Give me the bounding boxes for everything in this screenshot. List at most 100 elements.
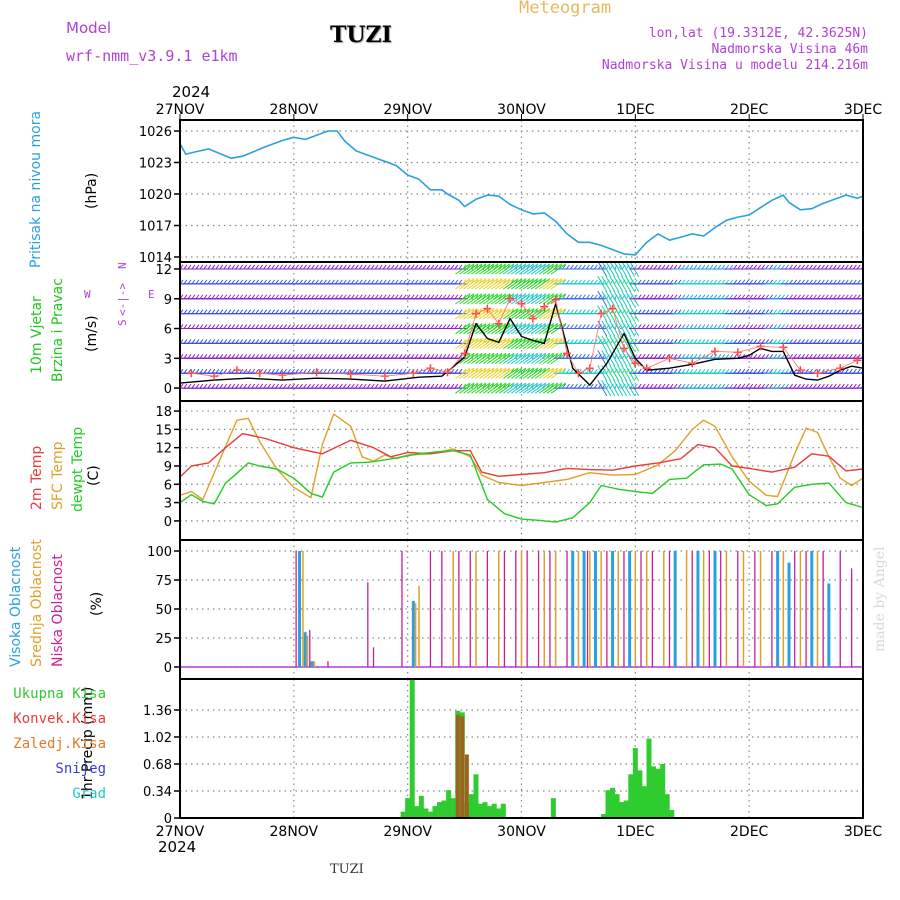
wind-barb-flag xyxy=(709,383,714,389)
wind-barb-flag xyxy=(183,383,188,389)
wind-barb-flag xyxy=(697,339,702,344)
wind-barb-flag xyxy=(653,264,658,270)
wind-barb-flag xyxy=(402,294,407,300)
wind-barb-flag xyxy=(781,294,786,300)
wind-barb-flag xyxy=(657,279,662,285)
wind-barb xyxy=(483,367,499,379)
wind-barb-flag xyxy=(777,279,782,285)
wind-barb-flag xyxy=(705,294,710,300)
wind-barb-flag xyxy=(550,264,554,270)
wind-barb-flag xyxy=(769,368,774,374)
wind-barb-flag xyxy=(821,383,825,389)
wind-barb-flag xyxy=(494,324,499,329)
wind-barb-flag xyxy=(327,383,331,389)
wind-barb-flag xyxy=(307,279,311,285)
wind-barb-flag xyxy=(358,354,363,359)
wind-barb-flag xyxy=(745,294,750,300)
wind-barb-flag xyxy=(840,309,845,314)
wind-barb-flag xyxy=(558,264,562,270)
wind-barb-flag xyxy=(406,339,411,344)
wind-barb-flag xyxy=(181,354,184,358)
wind-barb-flag xyxy=(526,354,531,359)
wind-barb-flag xyxy=(271,309,276,314)
wind-barb-flag xyxy=(725,339,730,344)
wind-barb-flag xyxy=(482,339,487,344)
wind-barb-flag xyxy=(338,324,343,329)
wind-barb xyxy=(530,308,547,320)
wind-barb-flag xyxy=(737,294,742,300)
wind-barb-flag xyxy=(721,339,726,344)
wind-barb-flag xyxy=(637,324,642,329)
wind-barb-flag xyxy=(243,383,248,389)
wind-barb-flag xyxy=(860,356,862,359)
wind-barb-flag xyxy=(418,339,423,344)
wind-barb-flag xyxy=(327,354,331,359)
wind-barb-flag xyxy=(263,339,268,344)
wind-barb-flag xyxy=(255,294,260,300)
wind-barb-flag xyxy=(307,324,311,329)
wind-barb-flag xyxy=(323,383,327,389)
wind-barb-flag xyxy=(498,309,503,314)
wind-barb-flag xyxy=(649,354,654,359)
wind-barb-flag xyxy=(677,354,682,359)
wind-barb-flag xyxy=(554,279,558,285)
wind-barb-flag xyxy=(303,368,307,374)
wind-barb-flag xyxy=(247,339,252,344)
wind-barb-flag xyxy=(689,309,694,314)
wind-barb-flag xyxy=(546,294,550,300)
wind-barb xyxy=(526,367,543,379)
wind-barb-flag xyxy=(789,354,793,359)
wind-barb-flag xyxy=(665,368,670,374)
y-tick-label: 1.02 xyxy=(143,731,172,746)
wind-barb-flag xyxy=(458,309,463,314)
wind-barb-flag xyxy=(502,294,507,300)
wind-barb-flag xyxy=(852,383,857,389)
precip-total-bar xyxy=(669,810,675,818)
wind-barb-flag xyxy=(263,383,268,389)
wind-barb-flag xyxy=(836,383,841,389)
wind-barb-flag xyxy=(829,339,833,344)
wind-barb-flag xyxy=(263,368,268,374)
wind-barb-flag xyxy=(797,354,801,359)
y-tick-label: 1020 xyxy=(139,188,172,203)
wind-barb-flag xyxy=(781,339,786,344)
wind-barb-flag xyxy=(195,279,200,285)
wind-barb-flag xyxy=(191,324,196,329)
wind-barb-flag xyxy=(181,294,184,299)
wind-barb-flag xyxy=(370,368,375,374)
wind-barb-flag xyxy=(287,339,291,344)
wind-barb-flag xyxy=(181,368,184,373)
wind-barb-flag xyxy=(307,368,311,374)
wind-barb-flag xyxy=(673,264,678,270)
wind-barb-flag xyxy=(446,264,451,270)
wind-barb-flag xyxy=(825,324,829,329)
wind-barb-flag xyxy=(761,368,766,374)
wind-barb-flag xyxy=(506,383,511,389)
wind-barb-flag xyxy=(856,294,861,300)
wind-barb-flag xyxy=(769,339,774,344)
wind-barb-flag xyxy=(478,264,483,270)
wind-barb-flag xyxy=(821,339,825,344)
wind-barb-flag xyxy=(291,354,295,359)
wind-barb-flag xyxy=(279,264,284,270)
wind-barb-flag xyxy=(558,279,562,285)
wind-barb-flag xyxy=(574,309,578,314)
wind-barb-flag xyxy=(522,264,527,270)
wind-barb-flag xyxy=(211,279,216,285)
wind-barb-flag xyxy=(669,309,674,314)
wind-barb-flag xyxy=(390,294,395,300)
wind-barb-flag xyxy=(582,264,586,270)
wind-barb-flag xyxy=(490,309,495,314)
wind-barb-flag xyxy=(227,279,232,285)
wind-barb-flag xyxy=(458,264,463,270)
wind-barb-flag xyxy=(542,264,546,270)
wind-barb-flag xyxy=(502,339,507,344)
wind-barb-flag xyxy=(852,339,857,344)
wind-barb-flag xyxy=(414,354,419,359)
tick-label-layer: 1014101710201023102603691203691215180255… xyxy=(139,102,882,840)
dewpt-temp-line xyxy=(179,450,864,523)
wind-barb-flag xyxy=(426,294,431,300)
wind-barb-flag xyxy=(303,324,307,329)
wind-barb-flag xyxy=(362,264,367,270)
wind-barb-flag xyxy=(737,279,742,285)
